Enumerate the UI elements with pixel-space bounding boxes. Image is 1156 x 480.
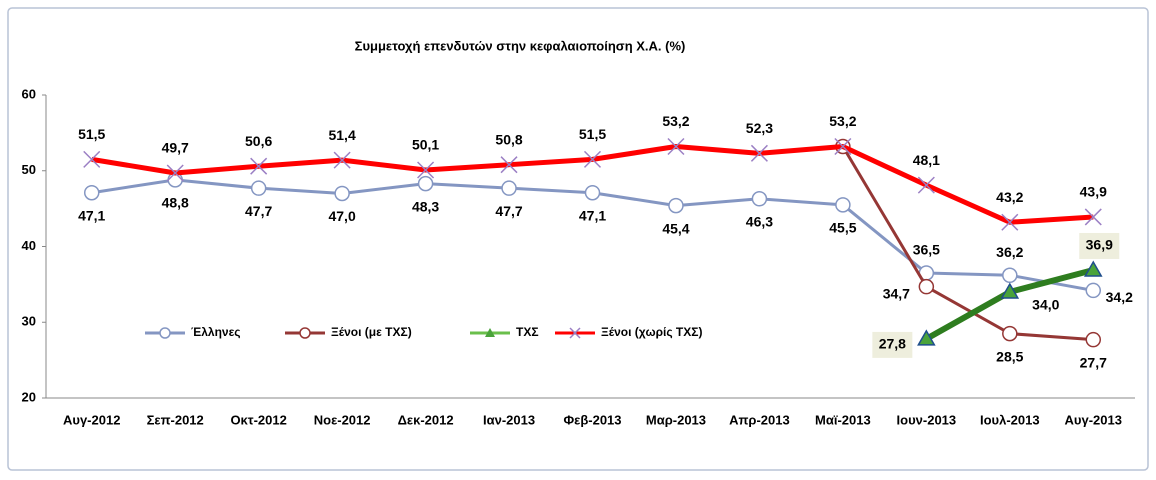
y-tick-label: 30 [22, 314, 36, 329]
data-label: 34,2 [1106, 289, 1133, 305]
data-label: 52,3 [746, 120, 773, 136]
x-tick-label: Φεβ-2013 [563, 412, 621, 427]
x-tick-label: Απρ-2013 [729, 412, 790, 427]
marker [1002, 267, 1018, 284]
data-label: 28,5 [996, 348, 1023, 364]
x-tick-label: Ιαν-2013 [483, 412, 535, 427]
marker [250, 157, 268, 175]
data-label: 51,5 [579, 126, 606, 142]
y-tick-label: 60 [22, 86, 36, 101]
data-label: 47,7 [495, 203, 522, 219]
data-label: 50,1 [412, 137, 439, 153]
marker [250, 180, 267, 196]
marker [584, 184, 601, 201]
data-label: 48,1 [913, 152, 940, 168]
legend-label: Έλληνες [191, 325, 241, 339]
x-tick-label: Σεπ-2012 [147, 412, 204, 427]
data-label: 46,3 [746, 213, 773, 229]
legend-label: Ξένοι (με ΤΧΣ) [331, 325, 412, 339]
data-label: 47,0 [328, 208, 355, 224]
x-tick-label: Νοε-2012 [314, 412, 371, 427]
marker [751, 191, 768, 207]
label-box [872, 331, 913, 358]
data-label: 27,7 [1080, 354, 1107, 370]
data-label: 48,3 [412, 198, 439, 214]
data-label: 48,8 [162, 195, 189, 211]
data-label: 51,4 [328, 127, 355, 143]
data-label: 27,8 [879, 336, 906, 352]
marker [1000, 282, 1020, 299]
data-label: 34,0 [1032, 297, 1059, 313]
marker [166, 164, 184, 182]
x-tick-label: Ιουλ-2013 [980, 412, 1040, 427]
label-box [1079, 232, 1120, 259]
marker [1085, 331, 1102, 348]
data-label: 49,7 [162, 140, 189, 156]
chart-frame [7, 7, 1149, 471]
data-label: 53,2 [662, 113, 689, 129]
legend-label: ΤΧΣ [516, 325, 539, 339]
marker [1085, 282, 1102, 299]
x-tick-label: Αυγ-2013 [1065, 412, 1122, 427]
marker [1083, 260, 1103, 277]
data-label: 34,7 [883, 285, 910, 301]
series-line [841, 145, 1094, 342]
marker [750, 144, 768, 162]
data-label: 36,5 [913, 242, 940, 258]
chart-title: Συμμετοχή επενδυτών στην κεφαλαιοποίηση … [355, 38, 686, 53]
data-label: 50,8 [495, 131, 522, 147]
marker [918, 278, 935, 295]
legend-marker [299, 327, 311, 339]
marker [668, 197, 684, 214]
marker [917, 176, 935, 194]
legend-marker [159, 327, 171, 339]
marker [583, 150, 602, 168]
legend-marker [485, 328, 495, 337]
marker [501, 180, 517, 196]
marker [417, 175, 434, 192]
marker [83, 150, 101, 168]
x-tick-label: Αυγ-2012 [63, 412, 120, 427]
x-tick-label: Μαϊ-2013 [815, 412, 871, 427]
data-label: 47,7 [245, 203, 272, 219]
marker [1001, 213, 1019, 231]
legend-label: Ξένοι (χωρίς ΤΧΣ) [601, 325, 702, 339]
data-label: 53,2 [829, 113, 856, 129]
x-tick-label: Ιουν-2013 [897, 412, 957, 427]
marker [83, 184, 100, 201]
data-label: 45,5 [829, 220, 856, 236]
y-tick-label: 50 [22, 162, 36, 177]
data-label: 47,1 [78, 207, 105, 223]
x-tick-label: Δεκ-2012 [398, 412, 454, 427]
marker [667, 137, 685, 156]
data-label: 50,6 [245, 133, 272, 149]
data-label: 43,9 [1080, 184, 1107, 200]
data-label: 51,5 [78, 126, 105, 142]
marker [917, 329, 936, 346]
marker [333, 151, 351, 169]
x-tick-label: Μαρ-2013 [646, 412, 706, 427]
marker [417, 161, 435, 179]
marker [334, 185, 350, 202]
marker [1084, 208, 1102, 226]
marker [834, 137, 852, 156]
legend-marker [569, 327, 581, 339]
data-label: 47,1 [579, 207, 606, 223]
marker [835, 197, 851, 213]
marker [500, 156, 518, 174]
data-label: 43,2 [996, 189, 1023, 205]
data-label: 45,4 [662, 220, 689, 236]
y-tick-label: 40 [22, 238, 36, 253]
y-tick-label: 20 [22, 389, 36, 404]
data-label: 36,2 [996, 244, 1023, 260]
data-label: 36,9 [1086, 237, 1113, 253]
marker [1002, 325, 1018, 342]
x-tick-label: Οκτ-2012 [230, 412, 286, 427]
